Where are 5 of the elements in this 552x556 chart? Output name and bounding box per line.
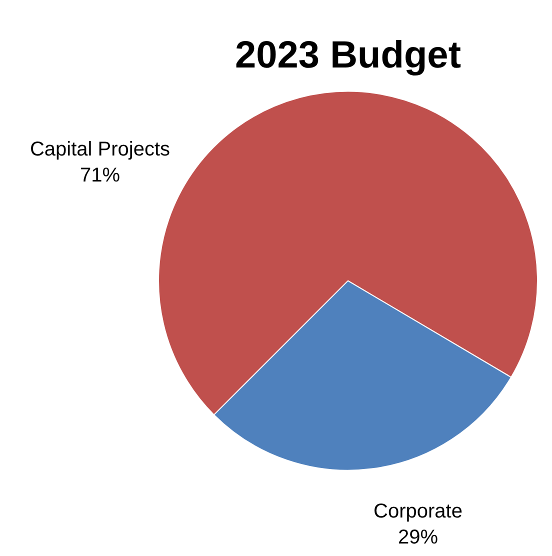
chart-title: 2023 Budget (235, 34, 462, 76)
slice-label: Corporate (374, 500, 462, 523)
data-label: 29% (398, 526, 438, 549)
data-label: 71% (80, 164, 120, 187)
slice-label: Capital Projects (30, 138, 170, 161)
